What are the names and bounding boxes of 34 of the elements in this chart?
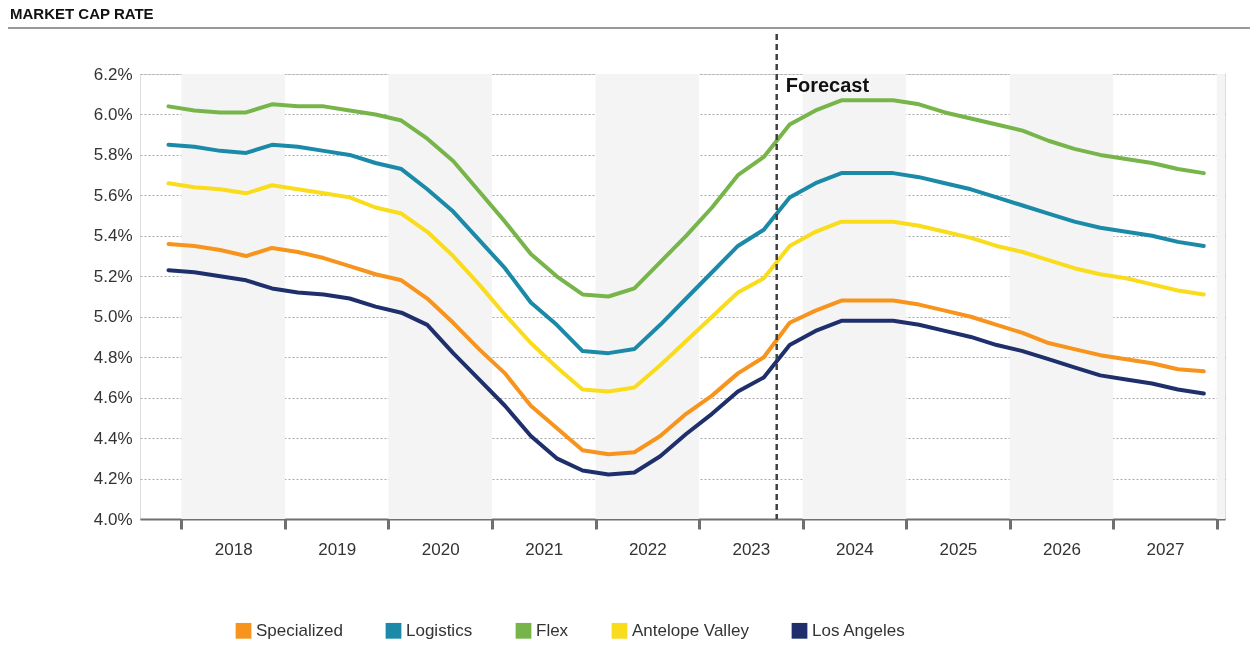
x-tick-label: 2022 <box>628 539 667 559</box>
y-tick-label: 5.2% <box>93 266 133 286</box>
line-series <box>166 98 1206 299</box>
legend-label: Specialized <box>256 620 343 640</box>
x-tick-label: 2024 <box>835 539 874 559</box>
legend-label: Los Angeles <box>812 620 905 640</box>
y-tick-label: 6.0% <box>93 104 133 124</box>
x-tick-label: 2023 <box>732 539 771 559</box>
legend-label: Flex <box>536 620 569 640</box>
legend-label: Logistics <box>406 620 473 640</box>
y-tick-label: 4.4% <box>93 428 133 448</box>
line-series <box>166 181 1206 394</box>
x-tick-label: 2027 <box>1146 539 1185 559</box>
x-tick-label: 2019 <box>318 539 357 559</box>
ref-line-label: Forecast <box>785 74 870 96</box>
line-series <box>166 142 1206 356</box>
y-tick-label: 5.0% <box>93 307 133 327</box>
line-series <box>166 268 1206 477</box>
x-tick-label: 2025 <box>939 539 978 559</box>
y-tick-label: 5.8% <box>93 145 133 165</box>
y-tick-label: 5.6% <box>93 185 133 205</box>
x-tick-label: 2018 <box>214 539 253 559</box>
legend-label: Antelope Valley <box>632 620 750 640</box>
y-tick-label: 4.0% <box>93 509 133 529</box>
x-tick-label: 2026 <box>1043 539 1081 559</box>
line-series <box>166 241 1206 457</box>
y-tick-label: 5.4% <box>93 226 133 246</box>
chart-title: MARKET CAP RATE <box>10 4 154 22</box>
y-tick-label: 4.6% <box>93 388 133 408</box>
x-tick-label: 2021 <box>525 539 564 559</box>
y-tick-label: 6.2% <box>93 64 133 84</box>
y-tick-label: 4.8% <box>93 347 133 367</box>
y-tick-label: 4.2% <box>93 469 133 489</box>
x-tick-label: 2020 <box>421 539 460 559</box>
